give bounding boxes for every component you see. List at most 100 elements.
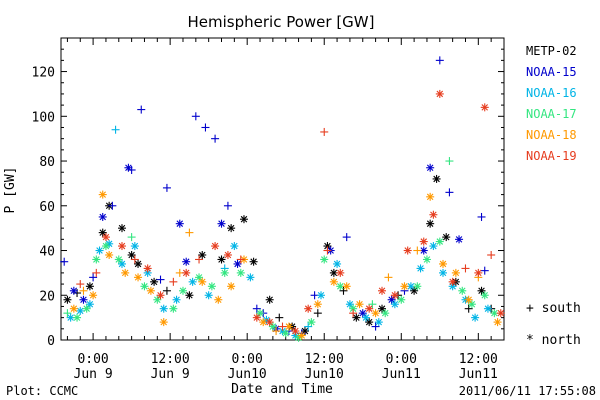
data-point-north xyxy=(214,295,223,304)
data-point-north xyxy=(85,300,94,309)
data-point-north xyxy=(252,313,261,322)
data-point-north xyxy=(361,313,370,322)
data-point-north xyxy=(422,255,431,264)
data-point-south xyxy=(185,228,194,237)
data-point-north xyxy=(150,277,159,286)
data-point-north xyxy=(159,304,168,313)
data-point-north xyxy=(101,242,110,251)
data-point-north xyxy=(432,174,441,183)
x-tick-time-label: 0:00 xyxy=(386,352,417,367)
y-tick-label: 40 xyxy=(39,245,55,260)
data-point-north xyxy=(493,318,502,327)
data-point-north xyxy=(345,300,354,309)
data-point-north xyxy=(342,282,351,291)
data-point-north xyxy=(381,309,390,318)
marker-key: + south * north xyxy=(526,301,581,348)
data-point-south xyxy=(461,264,470,273)
data-point-south xyxy=(339,286,348,295)
data-point-north xyxy=(355,300,364,309)
legend-entry: NOAA-15 xyxy=(526,65,577,79)
data-point-north xyxy=(223,250,232,259)
data-point-north xyxy=(410,286,419,295)
x-axis-label: Date and Time xyxy=(231,382,333,397)
data-point-north xyxy=(130,242,139,251)
data-point-north xyxy=(365,318,374,327)
data-point-north xyxy=(333,259,342,268)
x-tick-time-label: 12:00 xyxy=(459,352,498,367)
data-point-north xyxy=(413,282,422,291)
data-point-north xyxy=(146,286,155,295)
data-point-north xyxy=(98,212,107,221)
x-tick-date-label: Jun10 xyxy=(228,367,267,382)
data-point-south xyxy=(162,183,171,192)
data-point-north xyxy=(416,264,425,273)
data-point-north xyxy=(374,318,383,327)
data-point-south xyxy=(435,56,444,65)
data-point-north xyxy=(230,242,239,251)
data-point-north xyxy=(419,237,428,246)
data-point-north xyxy=(297,331,306,340)
data-point-north xyxy=(89,291,98,300)
data-point-south xyxy=(445,157,454,166)
data-point-north xyxy=(256,309,265,318)
data-point-south xyxy=(349,309,358,318)
data-point-south xyxy=(79,286,88,295)
data-point-north xyxy=(117,224,126,233)
plot-timestamp: 2011/06/11 17:55:08 xyxy=(459,384,596,398)
data-point-south xyxy=(313,309,322,318)
data-point-south xyxy=(156,275,165,284)
data-point-north xyxy=(156,291,165,300)
data-point-north xyxy=(483,304,492,313)
data-point-north xyxy=(496,309,505,318)
data-point-north xyxy=(426,219,435,228)
data-point-south xyxy=(342,233,351,242)
data-point-north xyxy=(480,291,489,300)
data-point-north xyxy=(329,277,338,286)
data-point-north xyxy=(233,259,242,268)
data-point-north xyxy=(336,268,345,277)
data-point-north xyxy=(105,250,114,259)
data-point-north xyxy=(471,313,480,322)
data-point-north xyxy=(467,300,476,309)
data-point-north xyxy=(127,250,136,259)
data-point-north xyxy=(175,219,184,228)
data-point-north xyxy=(291,327,300,336)
data-point-south xyxy=(201,123,210,132)
data-point-south xyxy=(162,286,171,295)
data-point-north xyxy=(239,215,248,224)
data-point-south xyxy=(63,309,72,318)
data-point-north xyxy=(185,291,194,300)
y-tick-label: 20 xyxy=(39,289,55,304)
data-point-south xyxy=(252,304,261,313)
data-point-north xyxy=(400,282,409,291)
chart-title: Hemispheric Power [GW] xyxy=(188,13,375,31)
data-point-north xyxy=(114,255,123,264)
data-point-north xyxy=(169,304,178,313)
data-point-south xyxy=(211,134,220,143)
data-point-south xyxy=(272,327,281,336)
data-point-north xyxy=(378,304,387,313)
data-point-north xyxy=(92,255,101,264)
data-point-south xyxy=(384,273,393,282)
data-point-north xyxy=(85,282,94,291)
data-point-north xyxy=(220,268,229,277)
data-point-north xyxy=(73,313,82,322)
data-point-north xyxy=(378,286,387,295)
data-point-north xyxy=(439,268,448,277)
data-point-south xyxy=(92,268,101,277)
data-point-north xyxy=(451,268,460,277)
y-tick-label: 60 xyxy=(39,200,55,215)
data-point-south xyxy=(111,125,120,134)
data-point-north xyxy=(304,304,313,313)
data-point-south xyxy=(108,201,117,210)
data-point-south xyxy=(89,273,98,282)
data-point-south xyxy=(323,246,332,255)
data-point-north xyxy=(307,318,316,327)
data-point-south xyxy=(464,304,473,313)
data-point-north xyxy=(329,268,338,277)
legend-entry: NOAA-18 xyxy=(526,128,577,142)
data-point-south xyxy=(60,257,69,266)
data-point-north xyxy=(429,210,438,219)
